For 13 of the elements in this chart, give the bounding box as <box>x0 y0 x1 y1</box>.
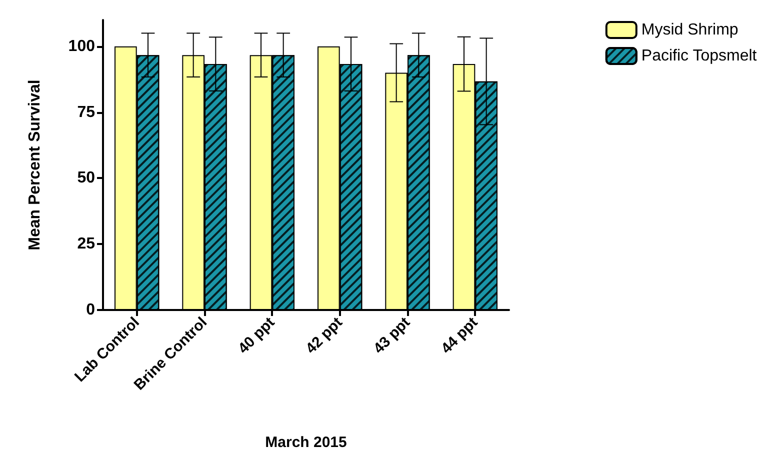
legend-label: Mysid Shrimp <box>641 22 738 38</box>
x-tick-label: 44 ppt <box>438 314 482 358</box>
y-tick-label: 0 <box>86 302 96 318</box>
y-tick-label: 25 <box>77 236 96 253</box>
x-tick-label: 40 ppt <box>234 314 278 358</box>
x-tick-label: 43 ppt <box>370 314 414 358</box>
y-axis-title: Mean Percent Survival <box>26 80 44 250</box>
y-tick-label: 75 <box>77 104 96 121</box>
legend-label: Pacific Topsmelt <box>641 48 758 64</box>
y-tick-label: 50 <box>77 170 96 187</box>
x-axis-title: March 2015 <box>265 434 347 451</box>
y-tick-label: 100 <box>68 38 96 55</box>
x-tick-label: 42 ppt <box>302 314 346 358</box>
